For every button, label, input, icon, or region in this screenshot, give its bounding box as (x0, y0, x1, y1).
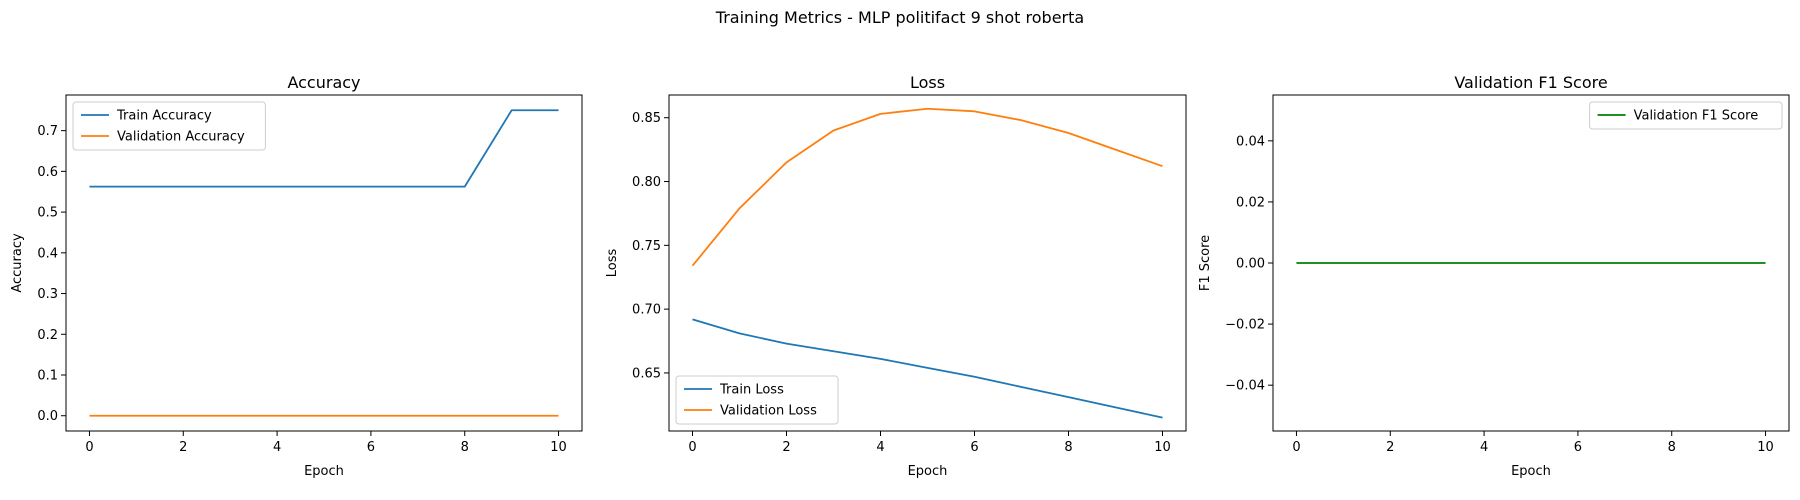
x-tick-label: 10 (1757, 440, 1774, 455)
series-line-train-accuracy (89, 109, 559, 188)
y-tick-label: 0.7 (37, 124, 58, 139)
y-tick-label: 0.0 (37, 409, 58, 424)
x-tick-label: 2 (179, 440, 187, 455)
series-line-validation-loss (691, 107, 1163, 267)
y-tick-label: 0.65 (632, 366, 661, 381)
legend: Train Accuracy Validation Accuracy (72, 101, 266, 151)
y-tick-label: 0.5 (37, 206, 58, 221)
chart-title: Accuracy (287, 73, 360, 92)
x-tick-label: 6 (367, 440, 375, 455)
chart-panel-0: Accuracy 0 2 4 6 8 10 0.0 0.1 0.2 0.3 0.4 0.5 0.6 0.7 E… (10, 73, 583, 479)
legend-box (72, 101, 266, 151)
legend-label: Validation F1 Score (1634, 109, 1759, 124)
x-tick-label: 8 (1064, 440, 1072, 455)
x-axis-label: Epoch (908, 464, 948, 479)
x-tick-label: 4 (1480, 440, 1488, 455)
x-tick-label: 2 (782, 440, 790, 455)
chart-title: Validation F1 Score (1454, 73, 1607, 92)
x-tick-label: 8 (461, 440, 469, 455)
x-tick-label: 2 (1386, 440, 1394, 455)
y-axis-label: F1 Score (1198, 235, 1213, 291)
figure-suptitle: Training Metrics - MLP politifact 9 shot… (715, 8, 1084, 27)
x-tick-label: 4 (273, 440, 281, 455)
y-axis-label: Loss (605, 249, 620, 278)
chart-panels: Accuracy 0 2 4 6 8 10 0.0 0.1 0.2 0.3 0.4 0.5 0.6 0.7 E… (10, 73, 1790, 479)
series-line-train-loss (692, 318, 1163, 419)
chart-title: Loss (910, 73, 945, 92)
x-tick-label: 0 (1292, 440, 1300, 455)
y-tick-label: 0.2 (37, 328, 58, 343)
x-tick-label: 0 (688, 440, 696, 455)
legend-label: Validation Accuracy (117, 130, 245, 145)
y-tick-label: 0.02 (1236, 195, 1265, 210)
x-tick-label: 4 (876, 440, 884, 455)
x-axis-label: Epoch (1511, 464, 1551, 479)
legend-box (675, 375, 839, 425)
legend: Train Loss Validation Loss (675, 375, 839, 425)
x-tick-label: 10 (550, 440, 567, 455)
x-axis-label: Epoch (304, 464, 344, 479)
legend-label: Train Loss (719, 383, 784, 398)
legend: Validation F1 Score (1589, 101, 1783, 130)
legend-box (1589, 101, 1783, 130)
legend-label: Validation Loss (720, 404, 817, 419)
y-axis-label: Accuracy (10, 233, 25, 293)
y-tick-label: 0.75 (632, 239, 661, 254)
y-tick-label: 0.4 (37, 246, 58, 261)
legend-label: Train Accuracy (116, 109, 212, 124)
chart-panel-1: Loss 0 2 4 6 8 10 0.65 0.70 0.75 0.80 0.85 Epoch Loss… (605, 73, 1187, 479)
x-tick-label: 8 (1668, 440, 1676, 455)
axes-frame (1272, 94, 1790, 432)
x-tick-label: 6 (1574, 440, 1582, 455)
x-tick-label: 10 (1154, 440, 1171, 455)
y-tick-label: 0.85 (632, 111, 661, 126)
x-tick-label: 0 (85, 440, 93, 455)
y-tick-label: 0.04 (1236, 134, 1265, 149)
x-tick-label: 6 (970, 440, 978, 455)
chart-panel-2: Validation F1 Score 0 2 4 6 8 10 −0.04 −0.02 0.00… (1198, 73, 1790, 479)
y-tick-label: 0.70 (632, 303, 661, 318)
axes-frame (668, 94, 1187, 432)
y-tick-label: 0.1 (37, 369, 58, 384)
y-tick-label: 0.6 (37, 165, 58, 180)
y-tick-label: 0.00 (1236, 257, 1265, 272)
y-tick-label: −0.02 (1225, 318, 1265, 333)
y-tick-label: 0.3 (37, 287, 58, 302)
axes-frame (65, 94, 583, 432)
y-tick-label: 0.80 (632, 175, 661, 190)
y-tick-label: −0.04 (1225, 379, 1265, 394)
